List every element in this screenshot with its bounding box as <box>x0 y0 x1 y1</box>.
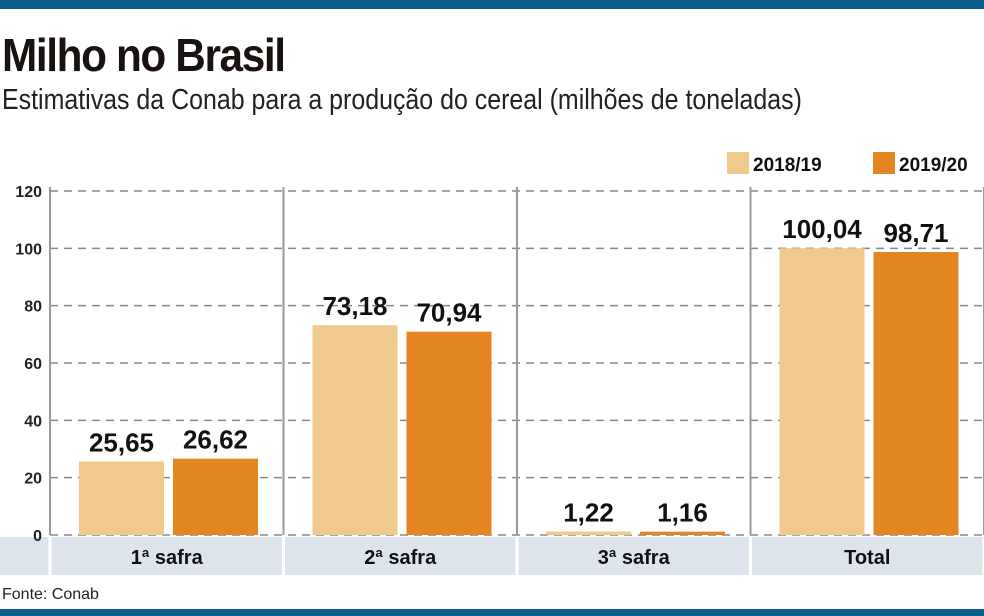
category-label: 1ª safra <box>131 547 204 569</box>
bottom-bar <box>0 609 984 616</box>
bar-2019/20 <box>640 531 725 535</box>
data-label: 1,16 <box>657 498 708 528</box>
bar-2018/19 <box>79 461 164 535</box>
y-tick-label: 0 <box>33 528 42 545</box>
bar-2018/19 <box>546 531 631 535</box>
y-tick-label: 20 <box>24 471 42 488</box>
category-label: Total <box>844 547 890 569</box>
y-tick-label: 100 <box>15 241 42 258</box>
source-note: Fonte: Conab <box>2 586 99 603</box>
bar-2018/19 <box>779 248 865 535</box>
y-tick-label: 120 <box>15 184 42 201</box>
legend-label: 2019/20 <box>899 155 968 176</box>
legend-label: 2018/19 <box>753 155 822 176</box>
bar-2019/20 <box>173 458 258 535</box>
legend-swatch <box>727 152 749 174</box>
chart-title: Milho no Brasil <box>2 29 286 81</box>
data-label: 70,94 <box>416 298 482 328</box>
data-label: 100,04 <box>782 214 862 244</box>
legend-swatch <box>873 152 895 174</box>
data-label: 73,18 <box>322 291 387 321</box>
data-label: 1,22 <box>563 498 614 528</box>
bar-2018/19 <box>312 325 398 535</box>
bar-2019/20 <box>873 252 959 536</box>
category-band <box>0 537 984 575</box>
y-tick-label: 40 <box>24 413 42 430</box>
data-label: 26,62 <box>183 425 248 455</box>
category-label: 2ª safra <box>364 547 437 569</box>
y-tick-label: 60 <box>24 356 42 373</box>
top-bar <box>0 0 984 9</box>
chart-subtitle: Estimativas da Conab para a produção do … <box>2 84 802 116</box>
y-tick-label: 80 <box>24 299 42 316</box>
data-label: 25,65 <box>89 427 154 457</box>
bar-2019/20 <box>406 331 492 535</box>
category-label: 3ª safra <box>598 547 671 569</box>
data-label: 98,71 <box>883 218 948 248</box>
